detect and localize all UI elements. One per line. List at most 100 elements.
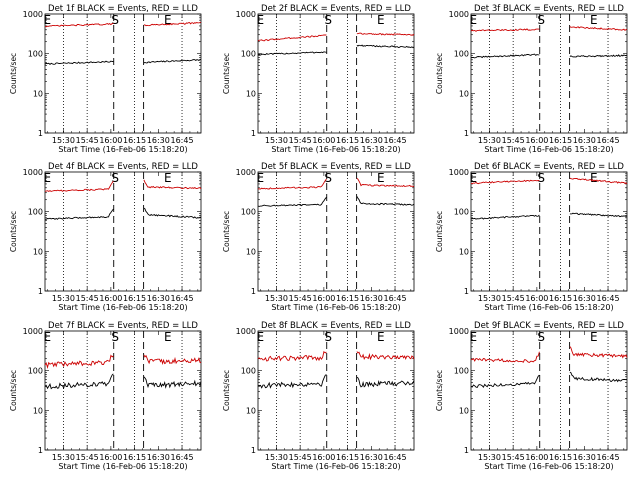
panel-title: Det 2f BLACK = Events, RED = LLD <box>261 4 411 14</box>
y-tick-label: 1000 <box>236 168 256 177</box>
y-axis-label: Counts/sec <box>435 370 444 411</box>
x-tick-label: 15:30 <box>478 294 501 303</box>
detector-panel-4: Det 4f BLACK = Events, RED = LLD 1 10 100 10… <box>9 162 202 312</box>
x-tick-label: 16:45 <box>383 294 406 303</box>
x-tick-label: 16:15 <box>123 136 146 145</box>
interval-marker-e: E <box>44 171 52 185</box>
y-tick-label: 100 <box>241 367 256 376</box>
interval-marker-e: E <box>590 13 598 27</box>
x-tick-label: 15:45 <box>76 294 99 303</box>
interval-marker-e: E <box>377 13 385 27</box>
y-tick-label: 10 <box>459 406 469 415</box>
panel-title: Det 8f BLACK = Events, RED = LLD <box>261 321 411 331</box>
y-tick-label: 10 <box>33 406 43 415</box>
y-tick-label: 1 <box>38 446 43 455</box>
y-tick-label: 1 <box>251 446 256 455</box>
lld-series-line-before <box>470 179 540 185</box>
interval-marker-s: S <box>324 13 332 27</box>
y-tick-label: 1000 <box>23 168 43 177</box>
events-series-line-before <box>470 374 540 389</box>
x-tick-label: 15:30 <box>265 294 288 303</box>
y-tick-label: 100 <box>28 50 43 59</box>
x-tick-label: 16:30 <box>147 453 170 462</box>
y-tick-label: 1000 <box>23 10 43 19</box>
y-tick-label: 1 <box>464 129 469 138</box>
interval-marker-s: S <box>537 13 545 27</box>
x-tick-label: 15:45 <box>289 136 312 145</box>
plot-frame <box>470 13 628 134</box>
detector-panel-6: Det 6f BLACK = Events, RED = LLD 1 10 100 10… <box>435 162 628 312</box>
interval-marker-e: E <box>590 330 598 344</box>
lld-series-line-after <box>356 351 415 361</box>
y-tick-label: 100 <box>241 50 256 59</box>
x-tick-label: 16:45 <box>170 453 193 462</box>
y-tick-label: 100 <box>454 50 469 59</box>
x-tick-label: 15:30 <box>478 453 501 462</box>
lld-series-line-after <box>569 346 628 359</box>
interval-marker-e: E <box>377 171 385 185</box>
x-tick-label: 16:30 <box>573 294 596 303</box>
events-series-line-after <box>569 54 628 58</box>
x-tick-label: 16:00 <box>312 294 335 303</box>
lld-series-line-before <box>470 351 540 363</box>
x-tick-label: 16:45 <box>383 136 406 145</box>
x-tick-label: 15:30 <box>52 294 75 303</box>
events-series-line-before <box>258 374 327 389</box>
y-tick-label: 1000 <box>236 327 256 336</box>
events-series-line-before <box>44 373 114 390</box>
plot-frame <box>257 171 415 292</box>
events-series-line-after <box>356 44 415 49</box>
y-tick-label: 10 <box>33 247 43 256</box>
x-tick-label: 15:45 <box>289 453 312 462</box>
x-tick-label: 16:30 <box>573 136 596 145</box>
y-tick-label: 100 <box>241 208 256 217</box>
y-axis-label: Counts/sec <box>435 53 444 94</box>
interval-marker-e: E <box>257 171 265 185</box>
y-tick-label: 10 <box>459 247 469 256</box>
x-tick-label: 16:45 <box>170 294 193 303</box>
x-axis-label: Start Time (16-Feb-06 15:18:20) <box>484 145 613 154</box>
y-tick-label: 1 <box>38 287 43 296</box>
detector-panel-5: Det 5f BLACK = Events, RED = LLD 1 10 100 10… <box>222 162 415 312</box>
x-tick-label: 15:45 <box>502 294 525 303</box>
plot-frame <box>257 13 415 134</box>
x-tick-label: 15:45 <box>502 453 525 462</box>
x-tick-label: 16:30 <box>147 136 170 145</box>
x-tick-label: 16:00 <box>525 294 548 303</box>
interval-marker-e: E <box>590 171 598 185</box>
events-series-line-after <box>356 196 415 206</box>
x-tick-label: 16:15 <box>549 136 572 145</box>
detector-panel-8: Det 8f BLACK = Events, RED = LLD 1 10 100 10… <box>222 321 415 471</box>
x-tick-label: 16:00 <box>525 136 548 145</box>
plot-frame <box>470 330 628 451</box>
lld-series-line-after <box>143 354 202 365</box>
panel-title: Det 5f BLACK = Events, RED = LLD <box>261 162 411 172</box>
x-tick-label: 16:15 <box>123 294 146 303</box>
lld-series-line-before <box>257 34 327 42</box>
y-tick-label: 1000 <box>23 327 43 336</box>
y-axis-label: Counts/sec <box>9 370 18 411</box>
interval-marker-s: S <box>324 171 332 185</box>
events-series-line-after <box>143 207 202 219</box>
x-tick-label: 15:30 <box>52 136 75 145</box>
x-tick-label: 16:00 <box>99 453 122 462</box>
interval-marker-s: S <box>111 171 119 185</box>
events-series-line-before <box>257 197 327 207</box>
x-tick-label: 16:15 <box>336 453 359 462</box>
y-axis-label: Counts/sec <box>9 53 18 94</box>
y-tick-label: 100 <box>454 367 469 376</box>
y-tick-label: 1 <box>464 446 469 455</box>
x-tick-label: 15:30 <box>265 453 288 462</box>
interval-marker-e: E <box>44 13 52 27</box>
x-axis-label: Start Time (16-Feb-06 15:18:20) <box>58 303 187 312</box>
panel-title: Det 4f BLACK = Events, RED = LLD <box>48 162 198 172</box>
y-tick-label: 10 <box>459 89 469 98</box>
panel-title: Det 7f BLACK = Events, RED = LLD <box>48 321 198 331</box>
x-tick-label: 16:15 <box>336 294 359 303</box>
x-tick-label: 16:45 <box>170 136 193 145</box>
plot-frame <box>257 330 415 451</box>
x-axis-label: Start Time (16-Feb-06 15:18:20) <box>484 303 613 312</box>
x-axis-label: Start Time (16-Feb-06 15:18:20) <box>271 462 400 471</box>
interval-marker-e: E <box>164 330 172 344</box>
